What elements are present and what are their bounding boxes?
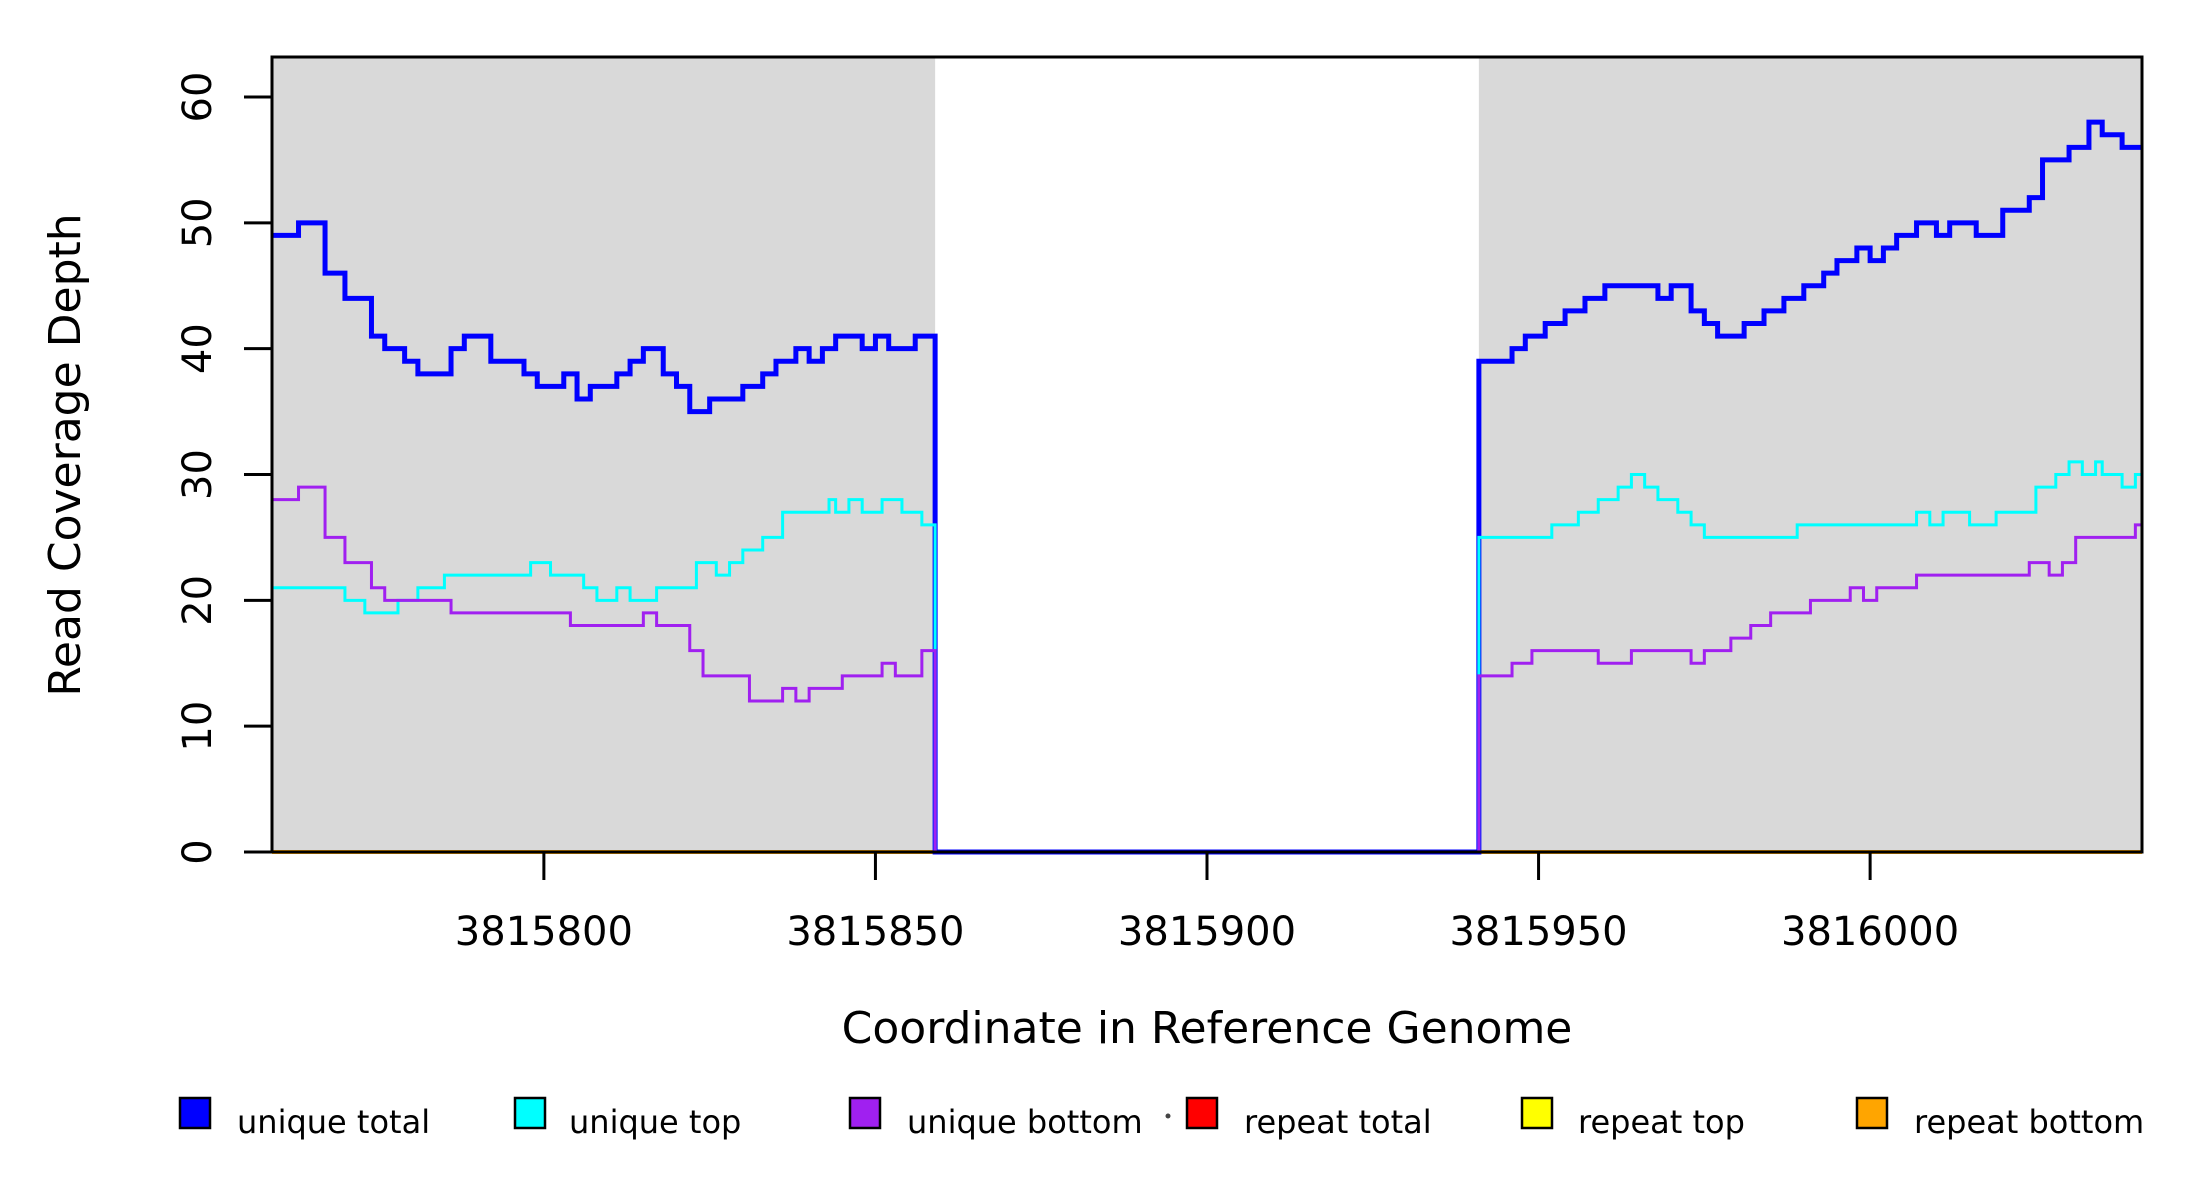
y-tick-label: 60 <box>175 72 221 123</box>
stray-dot <box>1165 1113 1171 1119</box>
legend-swatch-repeat-bottom <box>1855 1096 1889 1130</box>
x-axis-title: Coordinate in Reference Genome <box>842 1003 1573 1054</box>
legend-item-unique-total: unique total <box>178 1096 430 1141</box>
x-tick-label: 3816000 <box>1781 909 1959 955</box>
x-tick-label: 3815950 <box>1449 909 1627 955</box>
x-tick-label: 3815900 <box>1118 909 1296 955</box>
legend-label-unique-bottom: unique bottom <box>907 1103 1143 1141</box>
legend-swatch-unique-total <box>178 1096 212 1130</box>
legend-item-unique-top: unique top <box>513 1096 741 1141</box>
legend-item-repeat-bottom: repeat bottom <box>1855 1096 2144 1141</box>
legend-label-repeat-top: repeat top <box>1578 1103 1745 1141</box>
legend-item-repeat-total: repeat total <box>1185 1096 1432 1141</box>
y-tick-label: 40 <box>175 323 221 374</box>
legend-label-repeat-total: repeat total <box>1244 1103 1432 1141</box>
legend-label-repeat-bottom: repeat bottom <box>1914 1103 2144 1141</box>
legend-label-unique-total: unique total <box>237 1103 430 1141</box>
y-tick-label: 50 <box>175 197 221 248</box>
legend-item-unique-bottom: unique bottom <box>848 1096 1143 1141</box>
x-tick-label: 3815850 <box>786 909 964 955</box>
shaded-region <box>1478 57 2142 852</box>
legend-item-repeat-top: repeat top <box>1520 1096 1745 1141</box>
shaded-regions-layer <box>272 57 2142 852</box>
shaded-region <box>272 57 936 852</box>
y-tick-label: 10 <box>175 701 221 752</box>
y-tick-label: 0 <box>175 839 221 864</box>
legend-swatch-repeat-total <box>1185 1096 1219 1130</box>
y-tick-label: 30 <box>175 449 221 500</box>
y-axis-title: Read Coverage Depth <box>40 213 91 696</box>
y-tick-label: 20 <box>175 575 221 626</box>
legend-swatch-repeat-top <box>1520 1096 1554 1130</box>
legend-label-unique-top: unique top <box>569 1103 741 1141</box>
x-tick-label: 3815800 <box>455 909 633 955</box>
legend-swatch-unique-top <box>513 1096 547 1130</box>
axes-layer: 3815800 3815850 3815900 3815950 3816000 0 10 20… <box>175 72 1959 955</box>
legend: unique total unique top unique bottom repea… <box>178 1096 2144 1141</box>
legend-swatch-unique-bottom <box>848 1096 882 1130</box>
